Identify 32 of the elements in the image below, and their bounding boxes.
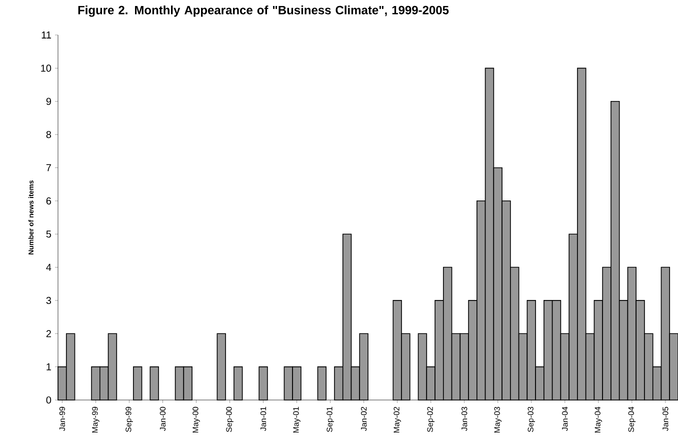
y-tick-label: 2 — [46, 330, 51, 338]
x-tick-label: Jan-01 — [260, 406, 266, 431]
y-tick-label: 3 — [46, 296, 52, 304]
x-tick-label: Sep-03 — [528, 406, 535, 432]
y-tick-label: 1 — [46, 363, 51, 370]
y-tick-label: 5 — [46, 230, 52, 238]
x-tick-label: Jan-00 — [160, 406, 166, 431]
chart-title: Figure 2. Monthly Appearance of "Business Climate", 1999-2005 — [78, 6, 449, 17]
x-tick-label: Jan-02 — [360, 406, 367, 431]
x-tick-label: Jan-04 — [562, 406, 568, 431]
y-tick-label: 4 — [46, 264, 52, 271]
x-tick-label: Sep-02 — [427, 406, 434, 432]
x-tick-label: Sep-00 — [226, 406, 234, 432]
x-tick-label: May-04 — [594, 406, 602, 433]
x-tick-label: Sep-04 — [628, 406, 636, 432]
x-tick-label: Sep-99 — [126, 406, 133, 432]
x-tick-label: Jan-03 — [462, 406, 468, 431]
x-tick-label: Sep-01 — [326, 406, 334, 432]
x-tick-label: May-02 — [394, 406, 401, 433]
y-tick-label: 0 — [46, 396, 52, 404]
y-tick-label: 9 — [46, 98, 52, 105]
y-tick-label: 11 — [42, 32, 51, 38]
x-tick-label: May-03 — [494, 406, 502, 433]
x-tick-label: Jan-05 — [662, 406, 668, 431]
x-tick-label: May-00 — [192, 406, 200, 433]
y-tick-label: 10 — [41, 64, 52, 72]
x-tick-label: May-99 — [92, 406, 100, 433]
x-tick-label: Jan-99 — [59, 406, 66, 431]
y-tick-label: 7 — [46, 164, 51, 172]
x-tick-label: May-01 — [293, 406, 300, 433]
y-tick-label: 6 — [46, 197, 52, 204]
y-tick-label: 8 — [46, 131, 52, 138]
